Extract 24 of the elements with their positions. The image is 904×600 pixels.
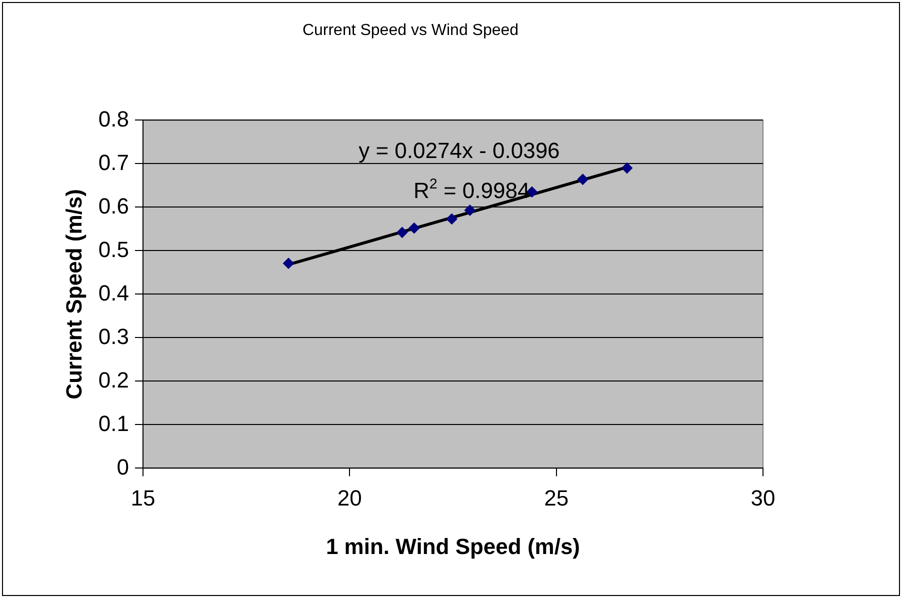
chart-title: Current Speed vs Wind Speed xyxy=(302,22,519,40)
x-tick-label: 25 xyxy=(544,485,569,510)
point xyxy=(446,213,458,224)
y-tick-label: 0 xyxy=(116,454,129,480)
y-tick-label: 0.1 xyxy=(98,410,129,436)
point xyxy=(408,222,420,234)
y-tick-label: 0.5 xyxy=(98,236,129,262)
point xyxy=(464,204,476,216)
point xyxy=(282,258,294,269)
point xyxy=(622,162,633,174)
y-tick-label: 0.6 xyxy=(98,193,129,218)
y-tick-label: 0.7 xyxy=(98,150,129,175)
x-tick-label: 20 xyxy=(337,485,362,510)
annotation: y = 0.0274x - 0.0396 xyxy=(358,138,560,164)
y-tick-label: 0.3 xyxy=(98,324,129,349)
x-tick-label: 30 xyxy=(750,485,776,510)
y-axis-title: Current Speed (m/s) xyxy=(61,189,86,400)
x-axis-title: 1 min. Wind Speed (m/s) xyxy=(326,534,580,559)
x-tick-label: 15 xyxy=(130,485,156,510)
y-tick-label: 0.2 xyxy=(98,367,129,392)
y-tick-label: 0.8 xyxy=(98,106,129,132)
y-tick-label: 0.4 xyxy=(98,280,129,306)
point xyxy=(396,226,408,238)
point xyxy=(577,174,588,185)
